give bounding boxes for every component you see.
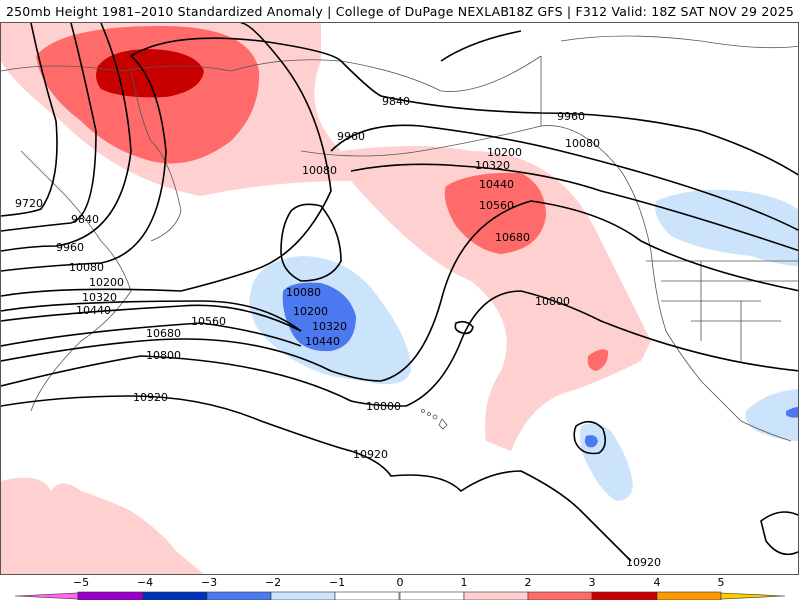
contour-label: 10440	[76, 304, 111, 317]
contour-label: 9960	[56, 241, 84, 254]
contour-label: 9840	[71, 213, 99, 226]
contour-label: 10800	[146, 349, 181, 362]
contour-label: 9840	[382, 95, 410, 108]
legend-tick: −1	[328, 576, 346, 589]
contour-label: 10680	[146, 327, 181, 340]
map-panel: 9720 9840 9960 10080 10200 10320 10440 1…	[0, 22, 799, 575]
contour-label: 10080	[302, 164, 337, 177]
legend-tick: 1	[460, 576, 468, 589]
contour-label: 9720	[15, 197, 43, 210]
legend-tick: −2	[264, 576, 282, 589]
contour-label: 10320	[475, 159, 510, 172]
legend-bin	[142, 591, 208, 600]
model-run-info: 18Z GFS | F312 Valid: 18Z SAT NOV 29 202…	[508, 4, 794, 19]
contour-label: 10680	[495, 231, 530, 244]
anomaly-fill-positive-3	[96, 49, 204, 98]
hawaii-islands	[421, 409, 448, 430]
contour-label: 10200	[89, 276, 124, 289]
contour-label: 10200	[293, 305, 328, 318]
coastlines	[1, 35, 798, 442]
legend-tick: 5	[717, 576, 725, 589]
contour-label: 9960	[557, 110, 585, 123]
contour-label: 10440	[305, 335, 340, 348]
legend-tick: −5	[72, 576, 90, 589]
legend-bin	[463, 591, 529, 600]
legend-bin	[527, 591, 593, 600]
contour-label: 10200	[487, 146, 522, 159]
legend-tick: −4	[136, 576, 154, 589]
contour-labels: 9720 9840 9960 10080 10200 10320 10440 1…	[15, 95, 661, 569]
contour-label: 10320	[312, 320, 347, 333]
legend-tick: −3	[200, 576, 218, 589]
legend-bin	[334, 591, 400, 600]
contour-label: 10560	[479, 199, 514, 212]
legend-bin	[591, 591, 658, 600]
contour-label: 10800	[535, 295, 570, 308]
contour-label: 9960	[337, 130, 365, 143]
anomaly-fill-negative-2	[282, 282, 798, 448]
contour-label: 10080	[286, 286, 321, 299]
contour-label: 10080	[69, 261, 104, 274]
map-title: 250mb Height 1981–2010 Standardized Anom…	[6, 4, 510, 19]
legend-bin-below-minus5	[14, 592, 79, 600]
legend-bin-above-5	[720, 592, 786, 600]
contour-label: 10800	[366, 400, 401, 413]
legend-tick: 0	[396, 576, 404, 589]
legend-bin	[77, 591, 144, 600]
legend-colorbar	[14, 591, 786, 600]
contour-label: 10320	[82, 291, 117, 304]
map-canvas: 9720 9840 9960 10080 10200 10320 10440 1…	[1, 23, 798, 574]
contour-label: 10920	[626, 556, 661, 569]
legend-tick: 4	[653, 576, 661, 589]
contour-label: 10560	[191, 315, 226, 328]
contour-label: 10440	[479, 178, 514, 191]
legend-bin	[399, 591, 465, 600]
legend-bin	[270, 591, 336, 600]
legend-tick: 3	[588, 576, 596, 589]
legend-tick: 2	[524, 576, 532, 589]
legend-bin	[206, 591, 272, 600]
title-bar: 250mb Height 1981–2010 Standardized Anom…	[0, 0, 800, 22]
legend-bin	[656, 591, 722, 600]
contour-label: 10920	[133, 391, 168, 404]
contour-label: 10920	[353, 448, 388, 461]
color-scale-legend: −5 −4 −3 −2 −1 0 1 2 3 4 5	[0, 576, 800, 600]
height-contours	[1, 23, 798, 562]
contour-label: 10080	[565, 137, 600, 150]
